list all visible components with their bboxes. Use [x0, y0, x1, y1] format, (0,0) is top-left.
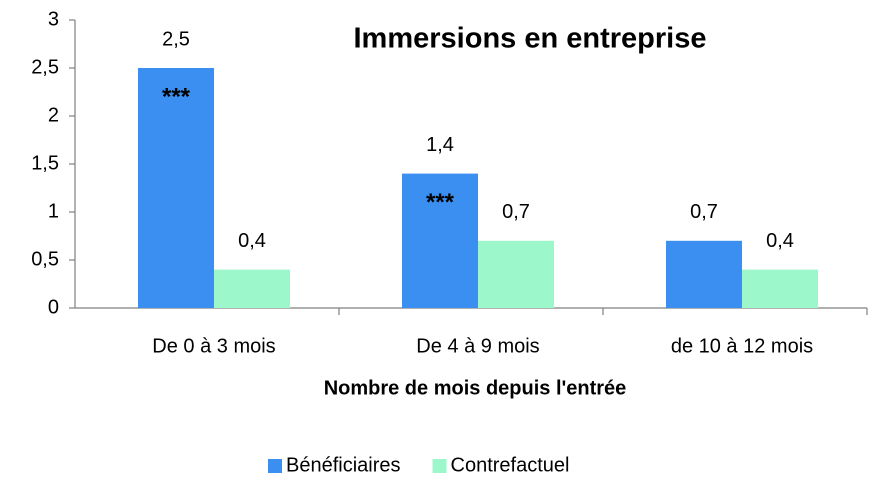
bar [138, 68, 214, 308]
x-tick-label: De 4 à 9 mois [416, 335, 539, 357]
value-label: 1,4 [426, 134, 454, 156]
value-label: 0,7 [690, 201, 718, 223]
legend-label: Bénéficiaires [286, 454, 401, 476]
y-tick-label: 0,5 [31, 248, 59, 270]
chart-title: Immersions en entreprise [354, 23, 707, 55]
value-label: 0,7 [502, 201, 530, 223]
significance: *** [426, 189, 455, 216]
value-label: 0,4 [766, 230, 794, 252]
y-tick-label: 3 [48, 8, 59, 30]
bar [478, 240, 554, 308]
x-tick-label: De 0 à 3 mois [152, 335, 275, 357]
y-tick-label: 2 [48, 104, 59, 126]
legend-swatch [432, 459, 447, 473]
y-tick-label: 1 [48, 200, 59, 222]
bar [214, 269, 290, 308]
legend-label: Contrefactuel [451, 454, 570, 476]
significance: *** [162, 83, 191, 110]
legend-swatch [268, 459, 282, 473]
value-label: 0,4 [238, 230, 266, 252]
bar [742, 269, 818, 308]
y-tick-label: 2,5 [31, 56, 59, 78]
value-label: 2,5 [162, 28, 190, 50]
y-tick-label: 0 [48, 296, 59, 318]
y-tick-label: 1,5 [31, 152, 59, 174]
x-axis-label: Nombre de mois depuis l'entrée [324, 377, 627, 399]
bar [402, 173, 478, 308]
x-tick-label: de 10 à 12 mois [671, 335, 813, 357]
bar [666, 240, 742, 308]
